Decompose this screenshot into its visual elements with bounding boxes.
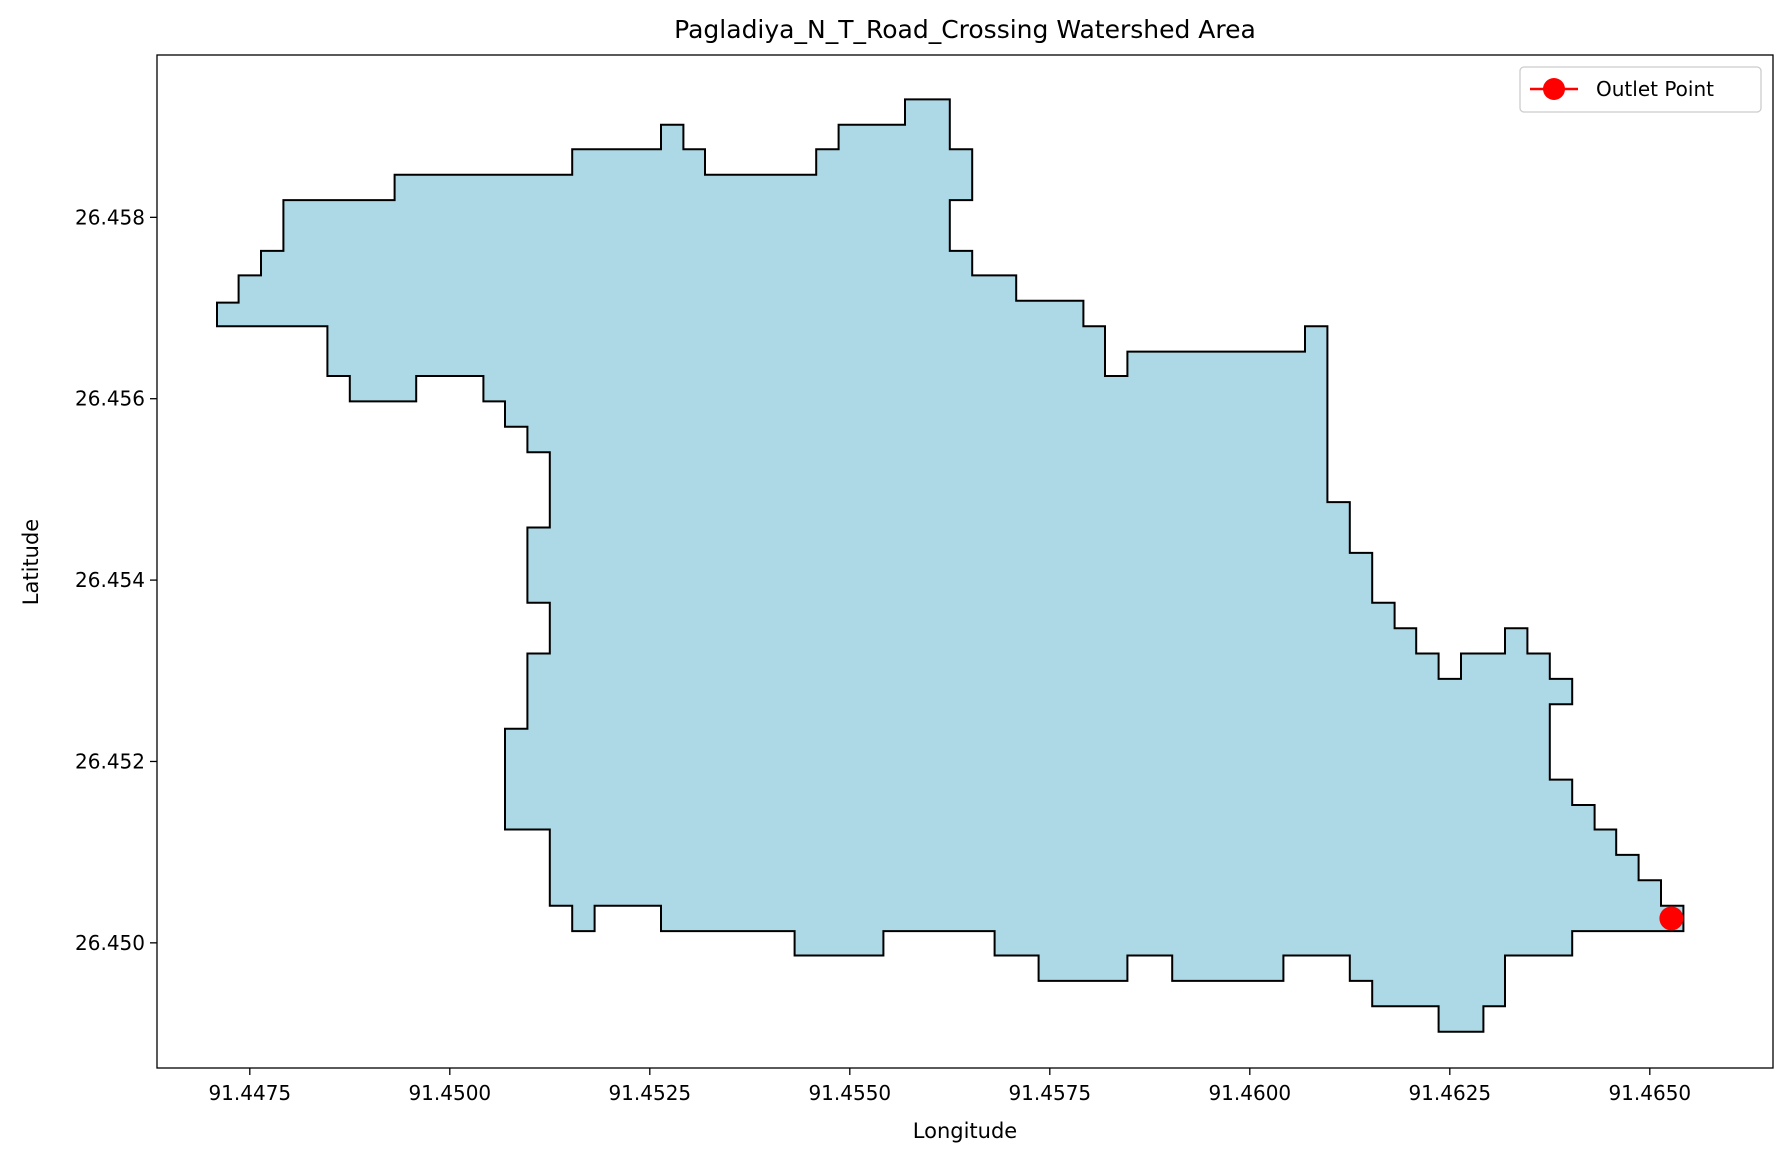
x-tick-label: 91.4625 xyxy=(1408,1081,1491,1105)
x-tick-label: 91.4600 xyxy=(1208,1081,1291,1105)
y-tick-label: 26.452 xyxy=(75,749,145,773)
y-tick-label: 26.458 xyxy=(75,205,145,229)
legend-label-outlet: Outlet Point xyxy=(1596,77,1714,101)
x-tick-label: 91.4575 xyxy=(1008,1081,1091,1105)
watershed-polygon xyxy=(216,98,1685,1033)
x-tick-label: 91.4525 xyxy=(608,1081,691,1105)
legend-box xyxy=(1519,66,1762,113)
y-tick-label: 26.456 xyxy=(75,387,145,411)
x-tick-label: 91.4475 xyxy=(208,1081,291,1105)
plot-frame xyxy=(156,54,1774,1069)
x-tick-label: 91.4550 xyxy=(808,1081,891,1105)
legend-marker-swatch xyxy=(1543,78,1565,100)
plot-area xyxy=(216,98,1685,1033)
y-axis: 26.450 26.452 26.454 26.456 26.458 xyxy=(75,205,157,955)
legend: Outlet Point xyxy=(1519,66,1762,113)
y-tick-label: 26.454 xyxy=(75,568,145,592)
y-axis-label: Latitude xyxy=(19,519,43,605)
x-tick-label: 91.4650 xyxy=(1608,1081,1691,1105)
x-axis-label: Longitude xyxy=(913,1119,1017,1143)
outlet-point-marker xyxy=(1659,906,1684,931)
x-axis: 91.4475 91.4500 91.4525 91.4550 91.4575 91.46… xyxy=(208,1068,1691,1105)
x-tick-label: 91.4500 xyxy=(408,1081,491,1105)
y-tick-label: 26.450 xyxy=(75,931,145,955)
chart-title: Pagladiya_N_T_Road_Crossing Watershed Ar… xyxy=(674,15,1256,44)
